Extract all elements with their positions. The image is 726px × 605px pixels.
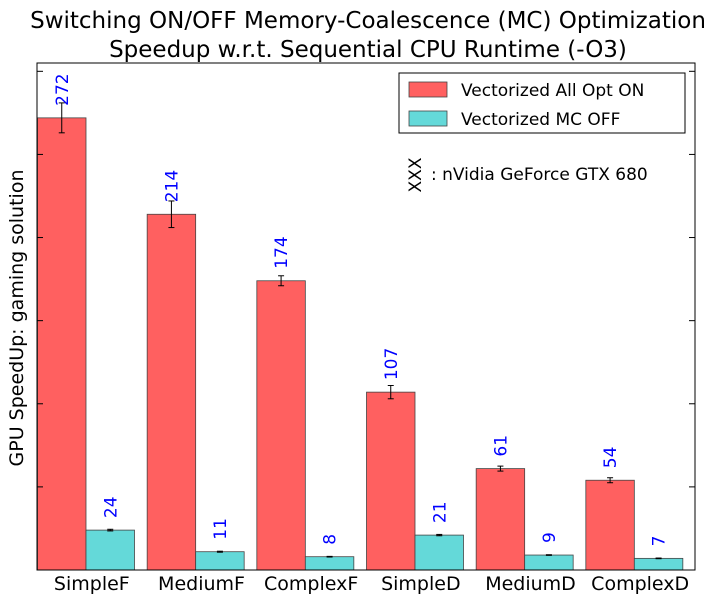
x-tick-label-mediumd: MediumD (485, 573, 576, 595)
annotation: XXX : nVidia GeForce GTX 680 (406, 157, 648, 192)
bar-vectorized-mc-off-complexd (633, 557, 684, 571)
bar-vectorized-mc-off-complexf (304, 556, 355, 571)
annotation-text: : nVidia GeForce GTX 680 (431, 165, 648, 185)
chart-title: Switching ON/OFF Memory-Coalescence (MC)… (30, 8, 706, 34)
bar-vectorized-all-opt-on-complexf (256, 280, 306, 571)
chart-subtitle: Speedup w.r.t. Sequential CPU Runtime (-… (109, 37, 627, 63)
data-label-vectorized-mc-off-complexd: 7 (650, 536, 670, 547)
bar-vectorized-all-opt-on-complexd (585, 479, 635, 571)
annotation-marker: XXX (406, 157, 426, 192)
bar-vectorized-mc-off-mediumd (524, 554, 574, 571)
y-axis-label: GPU SpeedUp: gaming solution (6, 170, 28, 467)
bar-vectorized-mc-off-mediumf (195, 551, 245, 571)
legend-label-mc-off: Vectorized MC OFF (461, 110, 620, 130)
data-labels-layer: 272 24 214 11 174 8 107 21 61 9 54 7 (53, 73, 670, 546)
bar-vectorized-mc-off-simplef (85, 529, 135, 571)
x-tick-labels-layer: SimpleF MediumF ComplexF SimpleD MediumD Comp… (54, 573, 689, 595)
legend: Vectorized All Opt ON Vectorized MC OFF (398, 72, 686, 134)
bar-vectorized-all-opt-on-mediumf (146, 213, 197, 571)
x-tick-label-mediumf: MediumF (158, 573, 245, 595)
bar-vectorized-all-opt-on-simpled (366, 391, 416, 571)
bar-vectorized-all-opt-on-mediumd (475, 468, 526, 571)
plot-frame (36, 62, 696, 571)
data-label-vectorized-all-opt-on-simpled: 107 (382, 348, 402, 380)
data-label-vectorized-all-opt-on-mediumd: 61 (491, 435, 511, 457)
x-tick-label-simpled: SimpleD (381, 573, 461, 595)
bar-vectorized-all-opt-on-simplef (37, 117, 87, 571)
data-label-vectorized-mc-off-simplef: 24 (101, 496, 121, 518)
data-label-vectorized-all-opt-on-mediumf: 214 (162, 170, 182, 202)
data-label-vectorized-mc-off-mediumd: 9 (540, 532, 560, 543)
errorbars-layer (58, 102, 662, 560)
data-label-vectorized-all-opt-on-complexd: 54 (601, 447, 621, 469)
legend-label-all-opt-on: Vectorized All Opt ON (461, 81, 644, 101)
legend-swatch-mc-off (408, 110, 448, 127)
data-label-vectorized-all-opt-on-simplef: 272 (53, 73, 73, 105)
data-label-vectorized-mc-off-mediumf: 11 (211, 518, 231, 540)
data-label-vectorized-mc-off-complexf: 8 (321, 534, 341, 545)
data-label-vectorized-all-opt-on-complexf: 174 (272, 236, 292, 268)
x-tick-label-complexd: ComplexD (591, 573, 689, 595)
bars-layer (37, 117, 684, 571)
bar-vectorized-mc-off-simpled (414, 534, 464, 571)
data-label-vectorized-mc-off-simpled: 21 (430, 501, 450, 523)
x-tick-label-simplef: SimpleF (54, 573, 130, 595)
legend-swatch-all-opt-on (408, 81, 448, 98)
x-tick-label-complexf: ComplexF (264, 573, 358, 595)
